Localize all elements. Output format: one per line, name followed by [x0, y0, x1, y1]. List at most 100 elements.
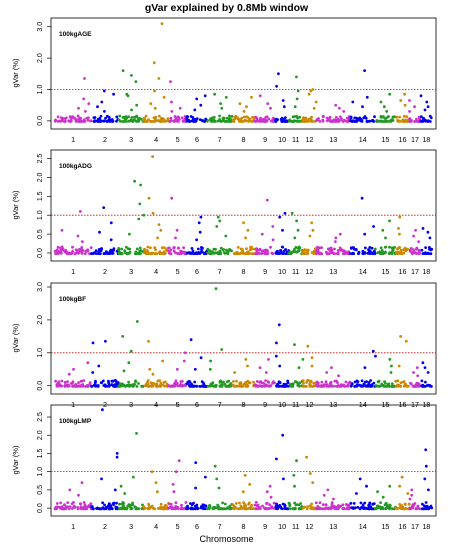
- plot-frame: [50, 149, 437, 262]
- chromosome-11-points: [287, 459, 304, 511]
- data-point: [318, 507, 322, 510]
- data-point: [153, 252, 156, 255]
- data-point: [129, 506, 133, 510]
- data-point: [326, 488, 330, 492]
- data-point: [66, 380, 69, 383]
- data-point: [304, 384, 308, 388]
- chromosome-18-points: [419, 94, 433, 123]
- data-point: [226, 251, 230, 255]
- data-point: [229, 120, 233, 123]
- data-point: [115, 501, 118, 505]
- data-point: [163, 507, 167, 511]
- data-point: [267, 358, 270, 361]
- data-point: [83, 503, 87, 506]
- y-tick-label: 0.0: [37, 381, 44, 391]
- chromosome-label: 8: [242, 267, 246, 276]
- chromosome-label: 11: [292, 400, 299, 409]
- chromosome-label: 10: [278, 522, 286, 531]
- data-point: [215, 477, 219, 481]
- data-point: [284, 116, 287, 119]
- data-point: [193, 504, 197, 508]
- data-point: [388, 358, 392, 361]
- data-point: [224, 251, 227, 255]
- data-point: [365, 95, 369, 99]
- data-point: [127, 380, 130, 384]
- data-point: [426, 105, 430, 109]
- data-point: [134, 380, 138, 383]
- data-point: [282, 105, 286, 109]
- data-point: [57, 380, 61, 384]
- data-point: [428, 114, 432, 118]
- data-point: [72, 367, 75, 371]
- data-point: [126, 252, 129, 256]
- data-point: [280, 120, 284, 123]
- data-point: [206, 247, 210, 251]
- chromosome-label: 9: [263, 522, 267, 531]
- data-point: [171, 483, 175, 486]
- data-point: [308, 234, 312, 238]
- data-point: [289, 252, 293, 256]
- data-point: [239, 381, 243, 384]
- chromosome-label: 14: [359, 135, 367, 144]
- data-point: [169, 502, 173, 506]
- data-point: [120, 252, 124, 255]
- data-point: [220, 106, 224, 110]
- data-point: [358, 507, 362, 511]
- data-point: [85, 384, 89, 387]
- chromosome-label: 16: [398, 522, 406, 531]
- data-point: [352, 507, 355, 510]
- data-point: [177, 459, 181, 463]
- data-point: [60, 384, 63, 388]
- chromosome-14-points: [349, 477, 377, 511]
- data-point: [342, 383, 346, 387]
- data-point: [350, 120, 354, 123]
- data-point: [133, 179, 137, 183]
- data-point: [229, 384, 233, 388]
- data-point: [325, 371, 329, 374]
- data-point: [263, 252, 266, 255]
- data-point: [356, 117, 359, 121]
- data-point: [100, 477, 103, 481]
- data-point: [269, 106, 272, 110]
- data-point: [189, 384, 193, 388]
- data-point: [115, 452, 119, 455]
- data-point: [383, 380, 386, 383]
- chromosome-label: 13: [329, 267, 337, 276]
- chromosome-label: 18: [422, 522, 430, 531]
- data-point: [246, 250, 250, 254]
- data-point: [388, 245, 391, 249]
- data-point: [214, 287, 218, 290]
- data-point: [311, 481, 315, 484]
- data-point: [167, 249, 171, 253]
- data-point: [382, 105, 386, 109]
- data-point: [189, 507, 193, 511]
- data-point: [259, 118, 263, 122]
- chromosome-label: 12: [305, 135, 313, 144]
- data-point: [233, 371, 237, 374]
- data-point: [102, 89, 106, 93]
- data-point: [118, 252, 121, 256]
- data-point: [135, 432, 138, 435]
- data-point: [242, 501, 246, 505]
- data-point: [267, 381, 271, 384]
- data-point: [327, 252, 330, 256]
- data-point: [81, 383, 84, 387]
- data-point: [293, 236, 297, 240]
- y-tick-label: 0.0: [37, 503, 44, 513]
- data-point: [274, 354, 278, 358]
- chromosome-6-points: [185, 461, 208, 511]
- data-point: [71, 250, 74, 253]
- chromosome-7-points: [206, 287, 233, 388]
- data-point: [197, 221, 201, 225]
- data-point: [384, 236, 387, 240]
- data-point: [70, 507, 74, 510]
- data-point: [334, 103, 338, 107]
- data-point: [413, 105, 416, 109]
- chromosome-label: 16: [398, 267, 406, 276]
- data-point: [355, 379, 359, 383]
- data-point: [337, 384, 341, 388]
- chromosome-label: 16: [398, 400, 406, 409]
- data-point: [408, 497, 412, 501]
- data-point: [101, 119, 105, 123]
- data-point: [147, 118, 150, 121]
